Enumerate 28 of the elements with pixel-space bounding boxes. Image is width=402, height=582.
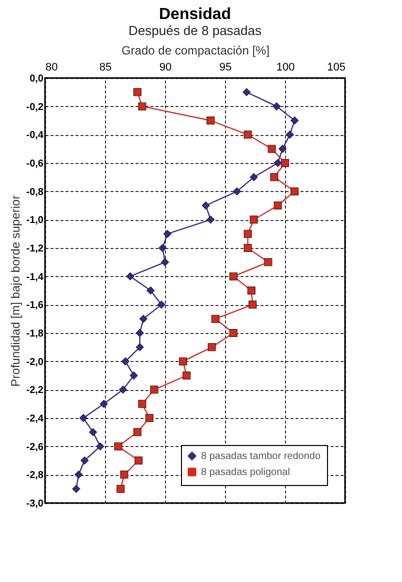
y-tick-label: -2,6	[26, 442, 44, 453]
x-tick-label: 95	[219, 62, 232, 74]
legend-label: 8 pasadas poligonal	[201, 467, 290, 478]
x-tick-label: 90	[159, 62, 172, 74]
y-tick-label: -2,8	[26, 470, 44, 482]
y-tick-label: -1,2	[26, 244, 44, 254]
chart-title: Densidad	[158, 6, 232, 23]
y-tick-label: -1,0	[26, 215, 44, 226]
y-axis-title: Profundidad [m] bajo borde superior	[8, 195, 22, 387]
x-tick-label: 80	[46, 62, 58, 74]
y-tick-label: -0,6	[26, 158, 44, 170]
chart-subtitle: Después de 8 pasadas	[128, 23, 262, 38]
x-axis-title: Grado de compactación [%]	[121, 44, 270, 58]
y-tick-label: -2,0	[26, 356, 44, 368]
y-tick-label: -1,8	[26, 328, 44, 340]
y-tick-label: 0,0	[30, 74, 44, 84]
y-tick-label: -1,6	[26, 300, 44, 312]
y-tick-label: -0,2	[26, 102, 44, 113]
legend-label: 8 pasadas tambor redondo	[201, 451, 321, 462]
y-tick-label: -0,8	[26, 186, 44, 198]
y-tick-label: -3,0	[26, 498, 44, 510]
x-tick-label: 105	[327, 62, 346, 74]
y-tick-label: -0,4	[26, 130, 44, 142]
y-tick-label: -2,4	[26, 414, 44, 424]
y-tick-label: -2,2	[26, 385, 44, 396]
x-tick-label: 100	[276, 62, 295, 74]
x-tick-label: 85	[99, 62, 112, 74]
y-tick-label: -1,4	[26, 272, 44, 283]
